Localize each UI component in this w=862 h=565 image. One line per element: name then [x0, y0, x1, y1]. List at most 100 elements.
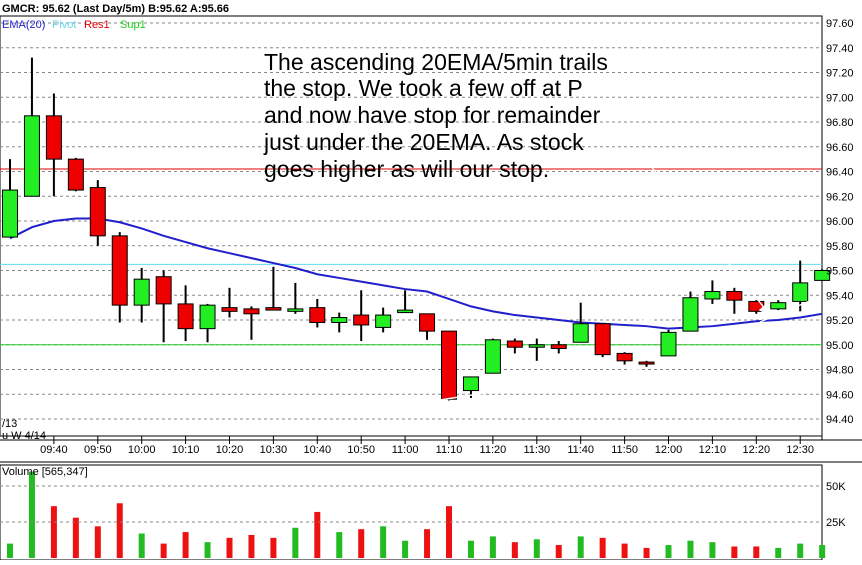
- y-tick-label: 96.00: [826, 216, 854, 228]
- volume-bar: [555, 545, 562, 558]
- volume-bar: [402, 540, 409, 558]
- candle-body: [792, 282, 809, 302]
- candle-body: [682, 297, 699, 332]
- candle-body: [462, 376, 479, 392]
- arrow-ema-right: [759, 299, 813, 323]
- x-tick-label: 10:50: [347, 444, 375, 456]
- candle-body: [660, 331, 677, 357]
- x-tick-label: 12:20: [743, 444, 771, 456]
- y-tick-label: 97.60: [826, 18, 854, 30]
- volume-bar: [248, 534, 255, 558]
- candle-body: [814, 270, 831, 281]
- y-tick-label: 97.00: [826, 92, 854, 104]
- candle-body: [331, 317, 348, 323]
- candle-body: [133, 278, 150, 306]
- candle-body: [484, 339, 501, 374]
- y-tick-label: 96.80: [826, 117, 854, 129]
- volume-bar: [182, 532, 189, 558]
- x-tick-label: 12:30: [786, 444, 814, 456]
- x-tick-label: 11:50: [611, 444, 638, 456]
- candle-body: [111, 235, 128, 306]
- legend-res1: Res1: [84, 19, 110, 31]
- candle-body: [243, 308, 260, 315]
- candle-body: [419, 313, 436, 332]
- candle-body: [726, 291, 743, 301]
- candle-body: [67, 158, 84, 191]
- volume-bar: [709, 542, 716, 558]
- volume-bar: [511, 542, 518, 558]
- volume-bar: [424, 529, 431, 558]
- volume-bar: [358, 529, 365, 558]
- x-tick-label: 11:10: [436, 444, 463, 456]
- candle-body: [550, 344, 567, 349]
- volume-title: Volume [565,347]: [2, 466, 88, 478]
- volume-bar: [577, 536, 584, 558]
- candle-body: [89, 187, 106, 237]
- volume-bar: [226, 537, 233, 558]
- volume-bar: [621, 543, 628, 558]
- volume-bar: [665, 545, 672, 558]
- volume-bar: [819, 545, 826, 558]
- arrow-head-lows: [671, 356, 684, 368]
- volume-bar: [94, 526, 101, 558]
- y-tick-label: 96.40: [826, 167, 854, 179]
- arrow-to-stop: [594, 269, 653, 326]
- x-tick-label: 11:00: [392, 444, 419, 456]
- candle-body: [616, 352, 633, 362]
- x-tick-label: 12:10: [699, 444, 727, 456]
- volume-bar: [336, 532, 343, 558]
- candle-body: [397, 309, 414, 314]
- x-tick-label: 11:30: [523, 444, 550, 456]
- annotation-arrows: [439, 164, 813, 401]
- volume-bar: [731, 546, 738, 558]
- date-label-prev: /13: [2, 418, 17, 430]
- candle-body: [2, 189, 18, 238]
- annotation-line-4: just under the 20EMA. As stock: [263, 129, 584, 155]
- y-tick-label: 95.20: [826, 315, 854, 327]
- volume-panel: [0, 464, 823, 561]
- candle-body: [287, 308, 304, 312]
- x-tick-label: 09:50: [84, 444, 112, 456]
- candle-body: [594, 323, 611, 356]
- volume-bar: [28, 471, 35, 558]
- x-tick-label: 09:40: [40, 444, 68, 456]
- volume-bar: [643, 547, 650, 558]
- date-label: u W 4/14: [2, 430, 46, 442]
- y-tick-label: 94.80: [826, 365, 854, 377]
- y-tick-label: 94.40: [826, 414, 854, 426]
- x-tick-label: 10:20: [216, 444, 244, 456]
- price-panel: [0, 15, 823, 437]
- candle-body: [353, 314, 370, 326]
- x-tick-label: 10:30: [260, 444, 288, 456]
- volume-bar: [446, 506, 452, 558]
- x-tick-label: 11:20: [480, 444, 507, 456]
- candle-body: [704, 291, 721, 300]
- legend-pivot: Pivot: [52, 19, 76, 31]
- volume-bar: [160, 543, 167, 558]
- y-tick-label: 95.40: [826, 290, 854, 302]
- candle-body: [572, 323, 589, 343]
- annotation-line-2: the stop. We took a few off at P: [264, 75, 583, 101]
- legend-ema: EMA(20): [2, 19, 45, 31]
- candle-body: [638, 361, 655, 365]
- arrow-head-ema: [758, 302, 772, 317]
- candle-body: [375, 314, 392, 328]
- volume-bar: [204, 542, 211, 558]
- volume-bar: [50, 506, 57, 558]
- candle-body: [309, 307, 326, 323]
- volume-bar: [270, 537, 277, 558]
- y-tick-label: 95.60: [826, 266, 854, 278]
- volume-bar: [599, 537, 606, 558]
- y-tick-label: 95.00: [826, 340, 854, 352]
- volume-bar: [489, 536, 496, 558]
- volume-bar: [7, 543, 13, 558]
- volume-bar: [314, 511, 321, 558]
- chart-title: GMCR: 95.62 (Last Day/5m) B:95.62 A:95.6…: [2, 3, 229, 15]
- volume-tick-50k: 50K: [826, 481, 846, 493]
- arrow-to-ema: [649, 164, 771, 316]
- legend-sup1: Sup1: [120, 19, 146, 31]
- y-tick-label: 96.20: [826, 191, 854, 203]
- volume-bar: [687, 540, 694, 558]
- x-tick-label: 10:40: [304, 444, 332, 456]
